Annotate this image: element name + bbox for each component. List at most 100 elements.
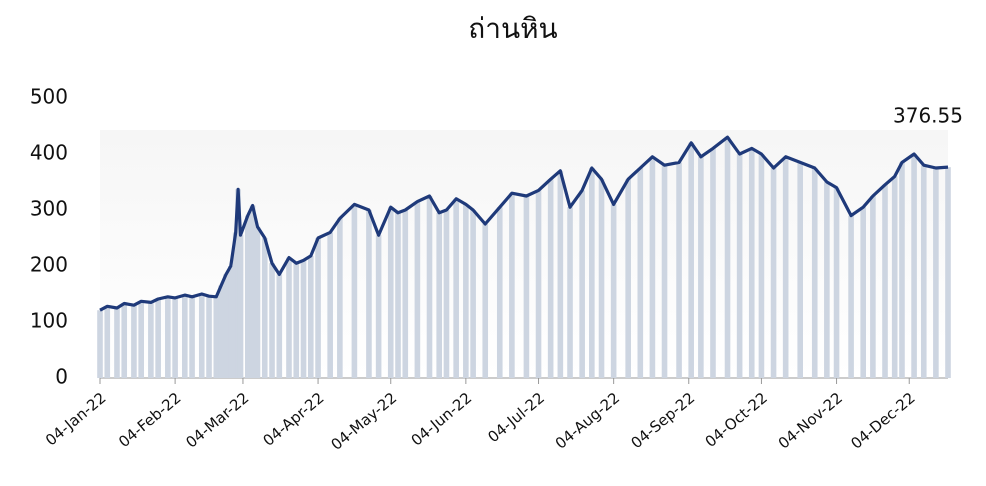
bar xyxy=(426,196,433,378)
y-tick-label: 0 xyxy=(55,365,68,389)
bar xyxy=(182,295,188,378)
bar xyxy=(676,162,682,378)
bar xyxy=(637,168,644,378)
bar xyxy=(724,137,731,378)
x-tick-label: 04-Jan-22 xyxy=(42,389,109,450)
bar xyxy=(443,210,450,378)
bar xyxy=(414,201,421,378)
bar xyxy=(218,285,224,378)
line xyxy=(99,135,949,312)
bar xyxy=(206,296,212,378)
bar xyxy=(736,154,743,378)
bar xyxy=(610,204,617,378)
bar xyxy=(758,154,765,378)
bar xyxy=(261,238,268,378)
bar xyxy=(509,193,515,378)
bar xyxy=(523,196,530,378)
x-tick-label: 04-Feb-22 xyxy=(115,389,184,451)
bar xyxy=(189,296,195,378)
bar xyxy=(172,297,178,378)
bar xyxy=(748,148,755,378)
chart-title: ถ่านหิน xyxy=(468,12,557,45)
y-tick-label: 400 xyxy=(30,141,68,165)
bar xyxy=(833,187,840,378)
bar xyxy=(148,302,154,378)
x-tick-label: 04-Nov-22 xyxy=(775,389,846,453)
bar xyxy=(463,204,469,378)
bar xyxy=(327,232,333,378)
bar xyxy=(625,179,631,378)
bar xyxy=(114,308,120,378)
y-tick-label: 100 xyxy=(30,309,68,333)
x-tick-label: 04-Dec-22 xyxy=(847,389,918,453)
bar xyxy=(797,162,804,378)
x-tick-label: 04-Jul-22 xyxy=(484,389,548,446)
bar xyxy=(661,165,668,378)
bar xyxy=(860,207,866,378)
bar xyxy=(891,176,898,378)
bar xyxy=(213,296,220,378)
bar xyxy=(165,296,171,378)
bar xyxy=(782,156,789,378)
bar xyxy=(131,305,137,378)
bar xyxy=(375,235,382,378)
bar xyxy=(598,179,605,378)
x-tick-label: 04-Aug-22 xyxy=(552,389,623,453)
bar xyxy=(395,212,401,378)
bar xyxy=(557,170,564,378)
bar xyxy=(945,167,951,378)
bar xyxy=(198,294,205,378)
x-tick-label: 04-Oct-22 xyxy=(702,389,771,451)
x-tick-label: 04-Sep-22 xyxy=(627,389,698,452)
bar xyxy=(710,148,716,378)
bar xyxy=(97,310,103,378)
bar xyxy=(848,215,854,378)
bar xyxy=(882,184,888,378)
y-tick-label: 200 xyxy=(30,253,68,277)
bar xyxy=(649,156,656,378)
y-tick-label: 300 xyxy=(30,197,68,221)
bar xyxy=(453,198,459,378)
bar xyxy=(920,165,927,378)
bar xyxy=(482,224,489,378)
x-tick-label: 04-Jun-22 xyxy=(408,389,476,450)
bar xyxy=(138,301,144,378)
bar xyxy=(249,205,256,378)
bar xyxy=(300,260,307,378)
bar xyxy=(579,190,585,378)
x-tick-label: 04-May-22 xyxy=(328,389,401,454)
bar xyxy=(254,226,261,378)
bar xyxy=(402,210,409,378)
bar xyxy=(237,235,244,378)
bar xyxy=(244,215,251,378)
x-tick-label: 04-Apr-22 xyxy=(260,389,328,450)
bar xyxy=(337,218,343,378)
bar xyxy=(567,207,573,378)
bar xyxy=(269,263,275,378)
bar xyxy=(223,274,229,378)
bar xyxy=(366,210,372,378)
last-value-label: 376.55 xyxy=(893,104,963,128)
bar xyxy=(276,274,283,378)
bar xyxy=(387,207,394,378)
y-tick-label: 500 xyxy=(30,85,68,109)
bar xyxy=(286,257,292,378)
bar xyxy=(933,168,939,378)
bar xyxy=(104,306,111,378)
bar xyxy=(228,266,234,378)
bar xyxy=(351,204,358,378)
bar xyxy=(436,212,442,378)
bar xyxy=(307,255,314,378)
bar xyxy=(315,238,321,378)
bar xyxy=(870,196,876,378)
bar xyxy=(121,303,128,378)
bar xyxy=(293,263,300,378)
bar xyxy=(698,156,704,378)
bar xyxy=(688,142,694,378)
bar xyxy=(589,168,595,378)
bar xyxy=(911,154,917,378)
bar xyxy=(155,299,161,378)
bar xyxy=(899,162,905,378)
bar xyxy=(470,210,476,378)
